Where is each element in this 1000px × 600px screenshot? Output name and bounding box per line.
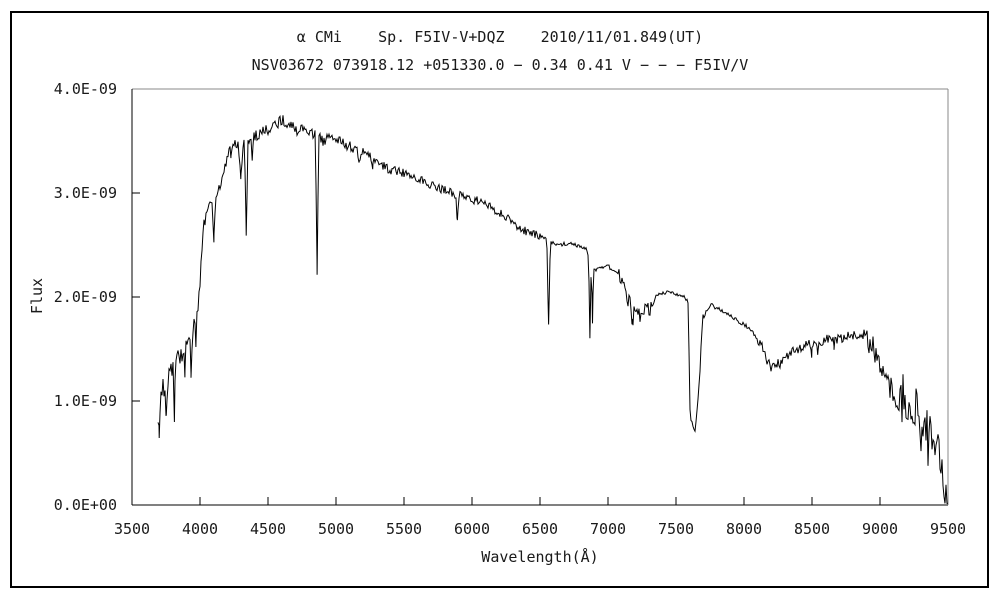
y-tick-label: 1.0E-09: [53, 392, 117, 410]
chart-subtitle: NSV03672 073918.12 +051330.0 − 0.34 0.41…: [251, 56, 749, 74]
x-tick-label: 5500: [385, 520, 423, 538]
x-tick-label: 7500: [657, 520, 695, 538]
x-tick-label: 6000: [453, 520, 491, 538]
spectrum-line: [157, 114, 948, 504]
x-tick-label: 6500: [521, 520, 559, 538]
x-tick-label: 4500: [249, 520, 287, 538]
x-tick-label: 8500: [793, 520, 831, 538]
x-tick-label: 5000: [317, 520, 355, 538]
x-tick-label: 7000: [589, 520, 627, 538]
chart-title: α CMi Sp. F5IV-V+DQZ 2010/11/01.849(UT): [296, 28, 704, 46]
x-tick-label: 3500: [113, 520, 151, 538]
x-tick-label: 8000: [725, 520, 763, 538]
x-tick-label: 9000: [861, 520, 899, 538]
x-tick-label: 9500: [929, 520, 967, 538]
y-tick-label: 2.0E-09: [53, 288, 117, 306]
y-tick-label: 4.0E-09: [53, 80, 117, 98]
y-tick-label: 3.0E-09: [53, 184, 117, 202]
y-tick-label: 0.0E+00: [53, 496, 117, 514]
x-tick-label: 4000: [181, 520, 219, 538]
x-axis-title: Wavelength(Å): [481, 548, 599, 566]
